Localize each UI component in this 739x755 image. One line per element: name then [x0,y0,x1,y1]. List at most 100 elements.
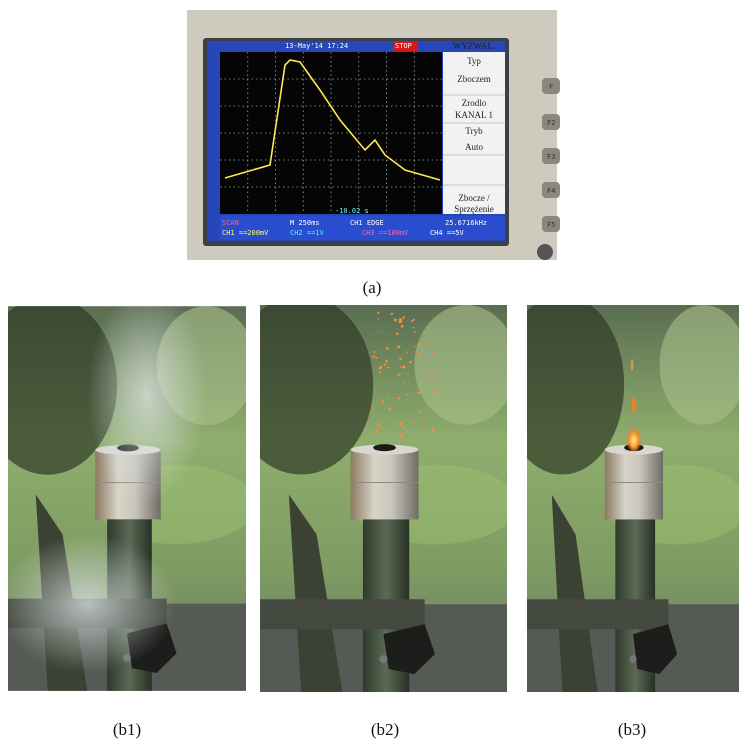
menu-title: WYZWAL. [453,41,495,51]
datetime: 13-May'14 17:24 [285,42,348,50]
spark [402,381,405,384]
photo-b2 [229,295,517,692]
spark [431,376,434,378]
spark [399,423,402,426]
cursor: -10.02 s [335,207,369,215]
spark [378,370,381,373]
spark [379,366,383,370]
spark [413,421,415,424]
channel: CH4 ==5V [430,229,465,237]
spark [387,405,389,408]
spark [397,373,401,376]
spark [390,312,394,316]
channel: CH2 ==1V [290,229,325,237]
spark [373,350,376,353]
spark [432,390,436,394]
photo-b1 [8,305,256,691]
spark [420,427,424,430]
spark [418,410,421,413]
spark [423,418,426,421]
spark [381,400,385,403]
spark [393,318,397,322]
button-label: F4 [547,187,555,195]
spark [395,332,399,336]
spark [406,393,409,396]
menu-item: Typ [467,56,481,66]
spark [387,366,390,369]
menu-item: Auto [465,142,484,152]
spark [400,366,402,368]
button-label: F [549,83,553,91]
spark [374,430,378,434]
menu-item: Zbocze / [458,193,490,203]
spark [416,392,419,394]
spark [414,331,416,333]
status: STOP [395,42,412,50]
spark [397,345,400,349]
spark [409,360,412,364]
spark [407,372,409,374]
spark [412,318,415,322]
oscilloscope-photo [187,10,560,260]
spark [418,391,421,395]
spark [379,425,382,428]
spark [433,366,435,369]
spark [399,433,404,437]
menu-item: Zrodlo [462,98,487,108]
spark [402,317,405,320]
spark [397,397,400,400]
timebase: M 250ms [290,219,320,227]
spark [423,331,426,333]
spark [405,350,407,352]
spark [410,320,413,323]
button-label: F5 [547,221,555,229]
spark [433,394,436,397]
spark [400,324,404,328]
spark [377,318,380,320]
spark [375,356,378,359]
menu-item: Zboczem [457,74,490,84]
spark [381,330,383,332]
spark [406,352,408,354]
button-label: F2 [547,119,555,127]
spark [402,315,405,318]
spark [385,359,388,363]
spark [402,426,406,429]
photo-b3 [501,295,739,692]
spark [412,326,415,329]
button-label: F3 [547,153,555,161]
caption: (b2) [371,720,399,739]
spark [427,343,430,345]
spark [386,396,389,398]
spark [372,355,375,358]
spark [428,377,431,380]
caption: (b3) [618,720,646,739]
spark [402,365,406,369]
channel: CH3 ==100mV [362,229,409,237]
caption: (b1) [113,720,141,739]
channel: CH1 ==200mV [222,229,269,237]
spark [417,352,421,356]
menu-item: Tryb [465,126,483,136]
caption: (a) [363,278,382,297]
spark [413,345,416,348]
mode: SCAN [222,219,239,227]
menu-item: Sprzężenie [454,204,493,214]
spark [426,370,429,372]
spark [417,343,421,347]
trigger: CH1 EDGE [350,219,384,227]
spark [377,429,379,431]
frequency: 25.6716kHz [445,219,487,227]
spark [399,357,402,361]
spark [376,422,380,426]
spark [419,354,422,357]
spark [431,428,435,432]
spark [388,407,392,411]
spark [385,346,389,350]
menu-item: KANAL 1 [455,110,493,120]
spark [398,318,403,322]
spark [383,363,387,366]
spark [372,407,375,410]
spark [377,311,380,314]
